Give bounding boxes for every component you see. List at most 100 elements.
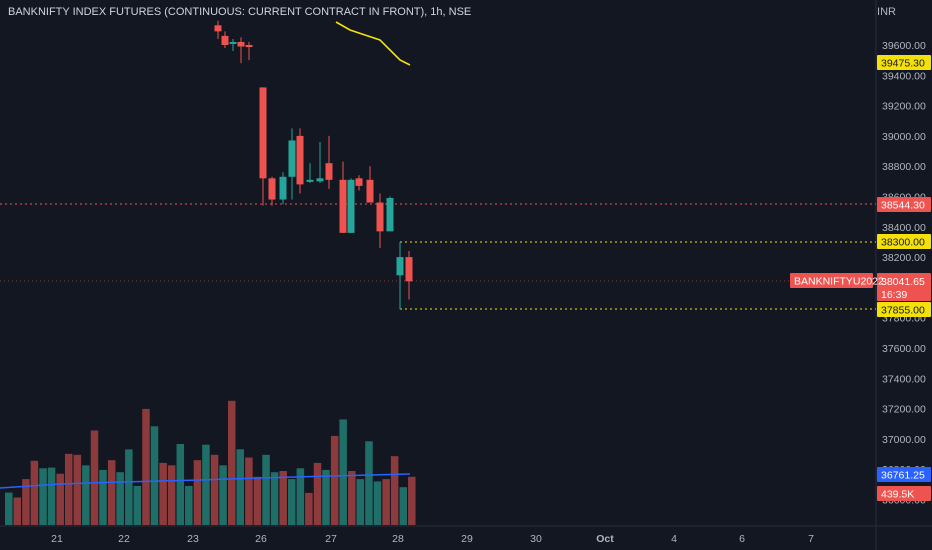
volume-bar xyxy=(202,444,210,525)
volume-bar xyxy=(125,449,133,525)
volume-bar xyxy=(390,456,399,525)
volume-bar xyxy=(227,400,236,525)
candle-body xyxy=(316,178,324,182)
time-tick-label: 6 xyxy=(739,533,745,545)
ma-last-badge-bg xyxy=(877,55,931,70)
volume-bar xyxy=(279,471,287,525)
candle-body xyxy=(288,140,296,177)
volume-bar xyxy=(313,462,322,525)
candle-body xyxy=(396,257,404,276)
volume-bar xyxy=(30,460,39,525)
ma-last-badge: 39475.30 xyxy=(881,58,925,70)
volume-bar xyxy=(5,492,13,525)
time-tick-label: 7 xyxy=(808,533,814,545)
time-tick-label: 27 xyxy=(325,533,337,545)
volume-value-badge-bg xyxy=(877,486,931,501)
volume-bar xyxy=(142,408,150,525)
volume-bar xyxy=(90,430,99,525)
volume-bar xyxy=(408,476,416,525)
candle-body xyxy=(268,178,276,200)
candle-body xyxy=(221,35,229,45)
level-bottom-badge-bg xyxy=(877,302,931,317)
price-tick-label: 37000.00 xyxy=(882,434,926,446)
candle-body xyxy=(347,179,355,233)
volume-bar xyxy=(133,485,142,525)
candle-body xyxy=(259,87,267,179)
volume-bar xyxy=(262,454,270,525)
volume-bar xyxy=(339,419,347,525)
moving-average-line xyxy=(335,21,411,66)
candle-body xyxy=(405,257,413,282)
candle-body xyxy=(237,41,245,47)
price-tick-label: 39200.00 xyxy=(882,101,926,113)
volume-bar xyxy=(356,479,365,525)
candle-body xyxy=(229,41,237,44)
candle-body xyxy=(366,179,374,203)
volume-bar xyxy=(13,497,21,525)
candle-body xyxy=(279,176,287,200)
volume-bar xyxy=(305,492,313,525)
volume-bar xyxy=(167,465,176,525)
volume-bar xyxy=(330,435,339,525)
candle-body xyxy=(306,179,314,182)
time-tick-label: 23 xyxy=(187,533,199,545)
volume-bar xyxy=(176,444,185,525)
volume-bar xyxy=(64,453,73,525)
countdown-badge: 16:39 xyxy=(881,289,907,301)
level-top-badge-bg xyxy=(877,234,931,249)
time-tick-label: 26 xyxy=(255,533,267,545)
volume-bar xyxy=(73,454,82,525)
symbol-badge-bg xyxy=(790,273,873,288)
currency-label: INR xyxy=(877,6,896,18)
time-tick-label: Oct xyxy=(596,533,614,545)
volume-bar xyxy=(253,476,262,525)
last-price-badge-bg xyxy=(877,273,931,301)
volume-bar xyxy=(373,481,382,525)
volume-bar xyxy=(193,460,202,525)
price-tick-label: 38200.00 xyxy=(882,252,926,264)
time-tick-label: 21 xyxy=(51,533,63,545)
time-tick-label: 30 xyxy=(530,533,542,545)
volume-bar xyxy=(365,441,373,525)
volume-bar xyxy=(22,479,30,525)
volume-bar xyxy=(99,469,107,525)
time-tick-label: 28 xyxy=(392,533,404,545)
volume-bar xyxy=(116,472,124,525)
volume-bar xyxy=(399,487,408,525)
time-tick-label: 4 xyxy=(671,533,677,545)
volume-bar xyxy=(322,469,330,525)
volume-bar xyxy=(210,454,219,525)
candle-body xyxy=(376,202,384,232)
price-tick-label: 39400.00 xyxy=(882,70,926,82)
volume-bar xyxy=(245,457,253,525)
candle-body xyxy=(296,135,304,185)
resistance-badge: 38544.30 xyxy=(881,200,925,212)
volume-bar xyxy=(56,473,64,525)
chart-title: BANKNIFTY INDEX FUTURES (CONTINUOUS: CUR… xyxy=(8,6,472,18)
volume-bar xyxy=(296,468,305,525)
volume-bar xyxy=(236,449,244,525)
volume-bar xyxy=(382,479,390,525)
volume-bar xyxy=(107,460,116,525)
volume-bar xyxy=(185,485,193,525)
volume-bar xyxy=(82,465,90,525)
volume-bar xyxy=(219,465,227,525)
last-price-badge: 38041.65 xyxy=(881,276,925,288)
volume-ma-badge-bg xyxy=(877,467,931,482)
price-tick-label: 37200.00 xyxy=(882,404,926,416)
volume-value-badge: 439.5K xyxy=(881,489,914,501)
level-bottom-badge: 37855.00 xyxy=(881,305,925,317)
candle-body xyxy=(325,163,333,180)
volume-bar xyxy=(287,479,296,525)
price-tick-label: 39600.00 xyxy=(882,40,926,52)
time-tick-label: 29 xyxy=(461,533,473,545)
price-tick-label: 37400.00 xyxy=(882,373,926,385)
price-tick-label: 37600.00 xyxy=(882,343,926,355)
resistance-badge-bg xyxy=(877,197,931,212)
volume-bar xyxy=(348,471,356,525)
volume-bar xyxy=(39,468,47,525)
volume-bar xyxy=(150,426,159,525)
symbol-badge: BANKNIFTYU2022 xyxy=(794,276,884,288)
candle-body xyxy=(214,25,222,32)
